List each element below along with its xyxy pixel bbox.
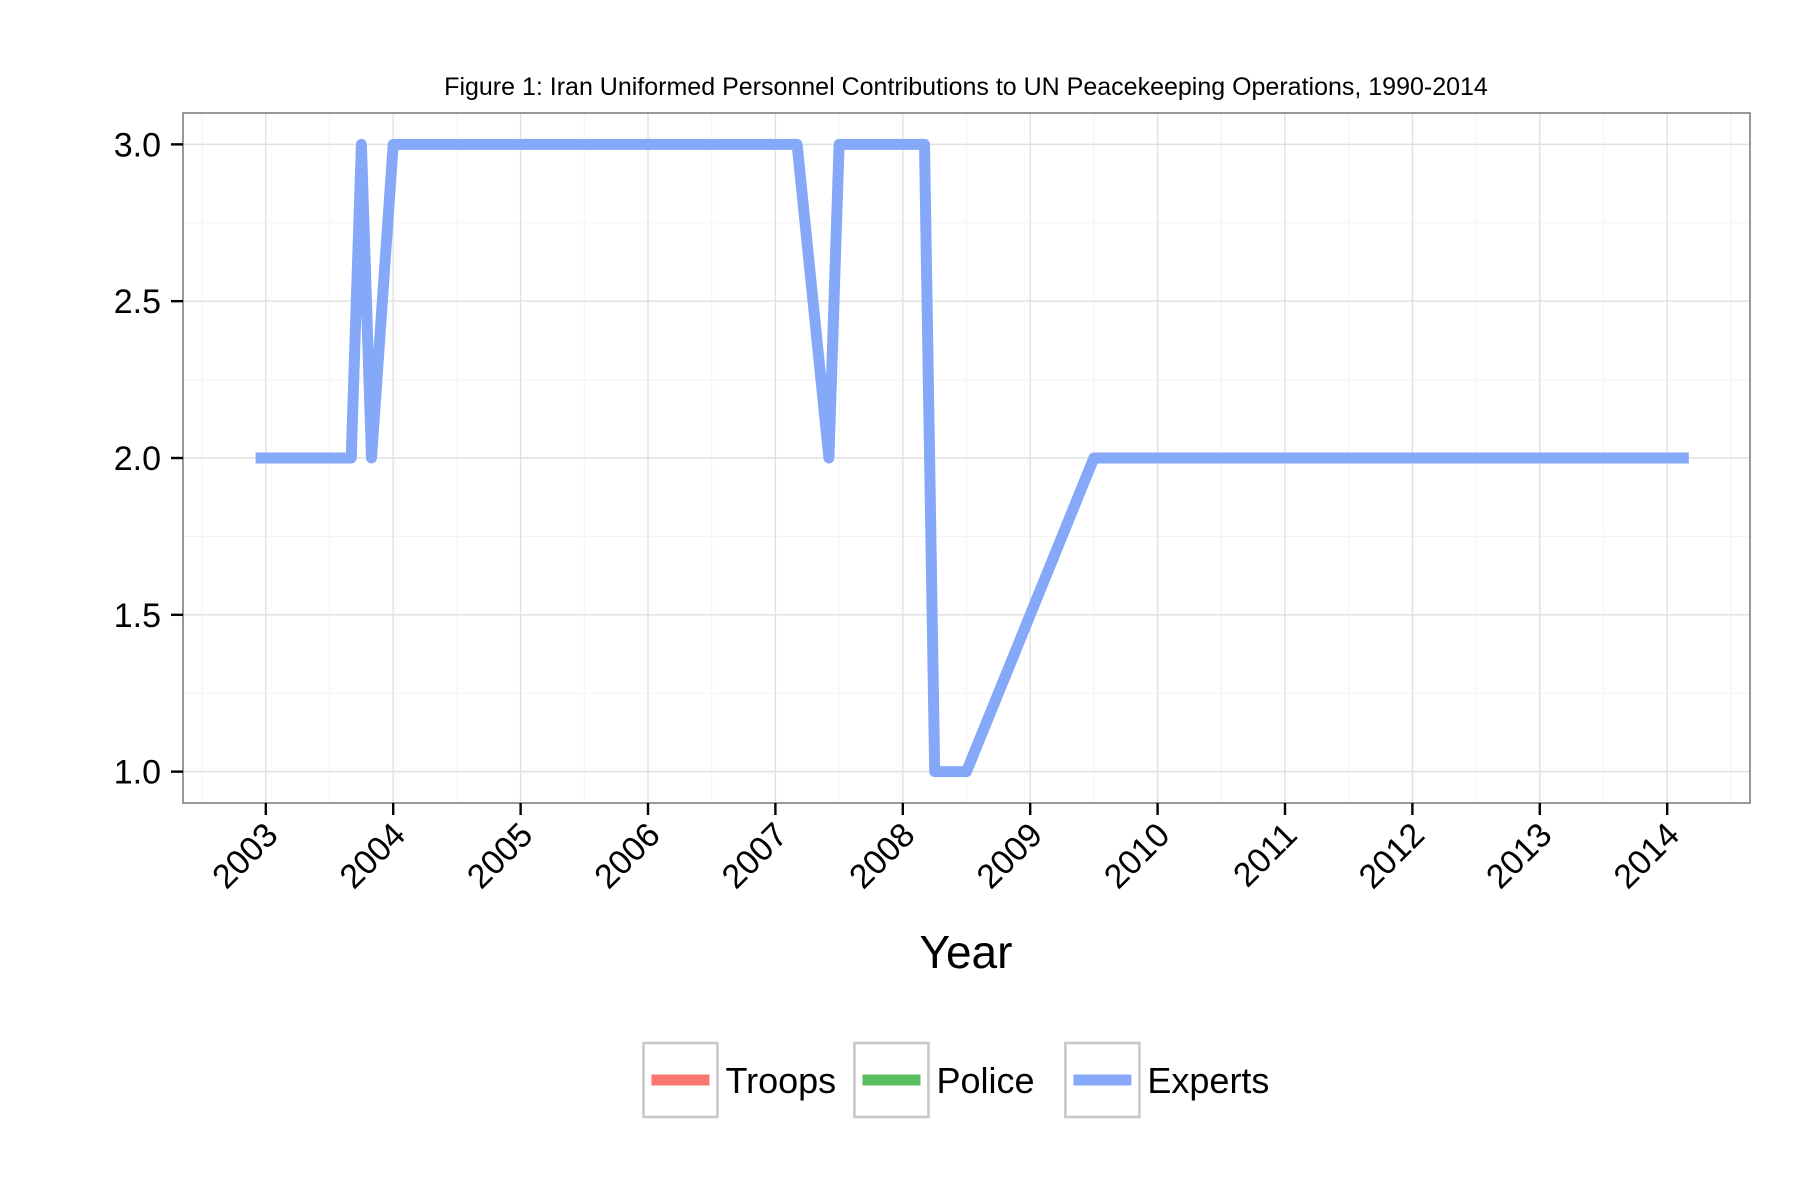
legend-item-troops: Troops <box>642 1041 836 1119</box>
y-tick-label: 3.0 <box>114 126 161 164</box>
x-tick-label: 2010 <box>1097 816 1177 896</box>
x-tick-label: 2011 <box>1226 816 1305 895</box>
chart-title: Figure 1: Iran Uniformed Personnel Contr… <box>444 73 1488 101</box>
y-tick-label: 1.5 <box>114 597 161 635</box>
legend: Troops Police Experts <box>642 1041 1269 1119</box>
x-tick-label: 2003 <box>205 816 285 896</box>
x-tick-label: 2014 <box>1606 816 1686 896</box>
y-axis: 1.0 1.5 2.0 2.5 3.0 <box>114 126 183 792</box>
legend-label: Experts <box>1147 1060 1269 1101</box>
x-tick-label: 2007 <box>715 816 795 896</box>
series-lines <box>255 138 1689 778</box>
x-tick-label: 2009 <box>970 816 1050 896</box>
x-axis-label: Year <box>920 926 1013 978</box>
x-tick-label: 2004 <box>333 816 413 896</box>
x-tick-label: 2008 <box>842 816 922 896</box>
series-line-experts <box>255 138 1689 778</box>
legend-label: Troops <box>725 1060 836 1101</box>
x-tick-label: 2013 <box>1479 816 1559 896</box>
y-tick-label: 1.0 <box>114 754 161 792</box>
x-tick-label: 2005 <box>460 816 540 896</box>
legend-item-experts: Experts <box>1064 1041 1269 1119</box>
legend-label: Police <box>936 1060 1034 1101</box>
legend-item-police: Police <box>853 1041 1035 1119</box>
x-axis: 2003 2004 2005 2006 2007 2008 2009 2010 2011 2012… <box>205 803 1687 896</box>
y-tick-label: 2.0 <box>114 440 161 478</box>
x-tick-label: 2012 <box>1352 816 1432 896</box>
y-tick-label: 2.5 <box>114 283 161 321</box>
x-tick-label: 2006 <box>587 816 667 896</box>
